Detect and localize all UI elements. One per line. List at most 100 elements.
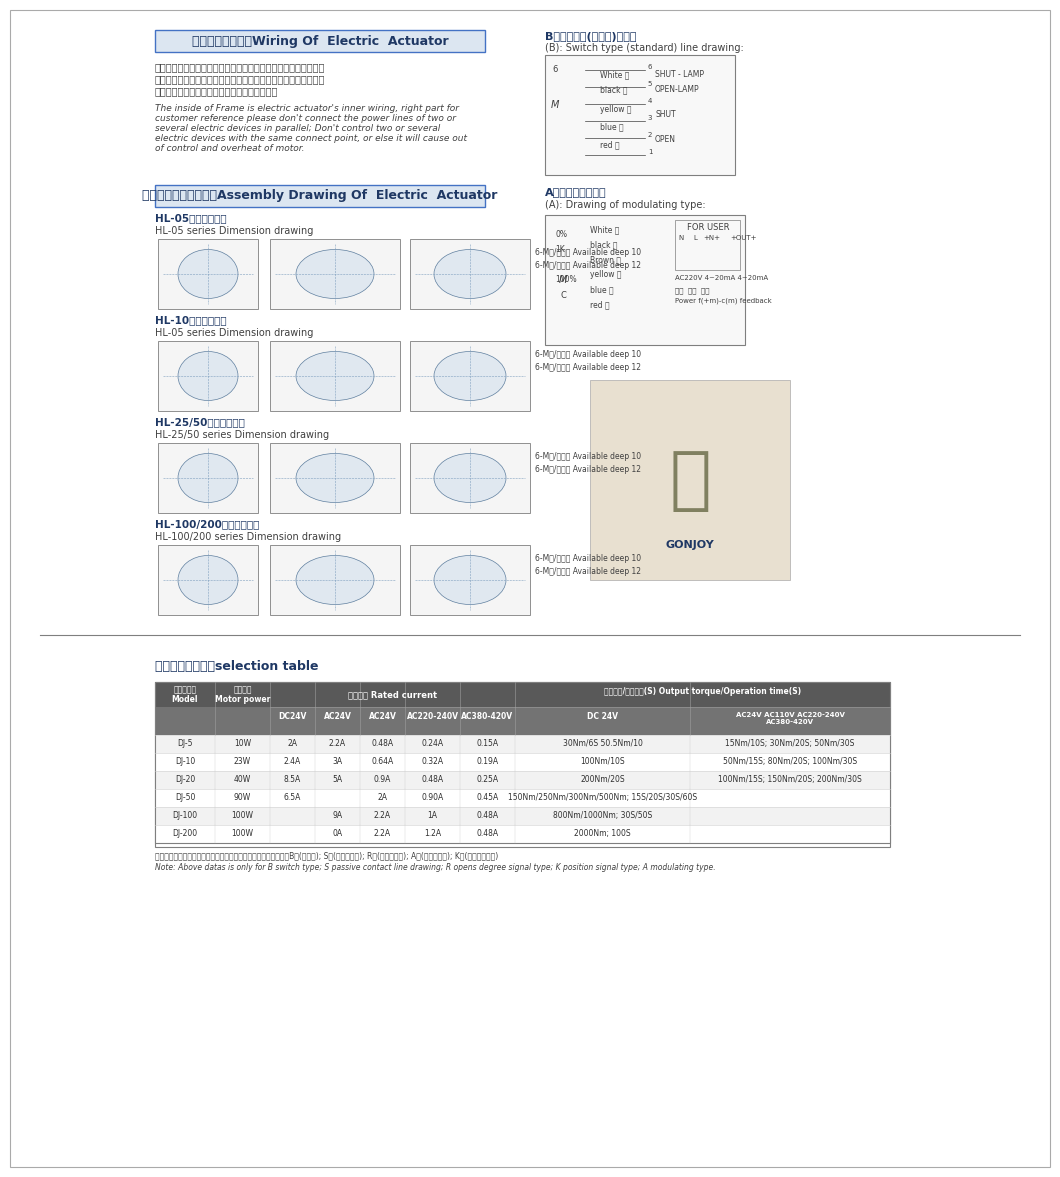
Text: GONJOY: GONJOY — [666, 540, 714, 550]
Bar — [155, 681, 890, 847]
Text: 0.48A: 0.48A — [371, 739, 393, 749]
Ellipse shape — [296, 250, 374, 299]
Text: Brown 棕: Brown 棕 — [590, 255, 621, 264]
Text: 3: 3 — [648, 115, 652, 121]
Text: 1: 1 — [648, 149, 652, 155]
Bar — [270, 341, 400, 411]
Ellipse shape — [296, 453, 374, 503]
Text: (A): Drawing of modulating type:: (A): Drawing of modulating type: — [545, 200, 706, 210]
Text: The inside of Frame is electric actuator's inner wiring, right part for: The inside of Frame is electric actuator… — [155, 104, 459, 113]
Text: 2A: 2A — [377, 793, 388, 802]
Bar — [155, 771, 890, 789]
Text: 0.45A: 0.45A — [476, 793, 498, 802]
Text: 0.90A: 0.90A — [422, 793, 444, 802]
Text: A型：调节型线路图: A型：调节型线路图 — [545, 187, 606, 197]
Text: 30Nm/6S 50.5Nm/10: 30Nm/6S 50.5Nm/10 — [563, 739, 642, 749]
Text: 2.2A: 2.2A — [374, 811, 391, 820]
Text: 8.5A: 8.5A — [284, 774, 301, 784]
Text: L: L — [693, 235, 696, 241]
Text: 执行器型号
Model: 执行器型号 Model — [172, 685, 198, 704]
Text: 0.19A: 0.19A — [476, 757, 498, 766]
Text: red 红: red 红 — [600, 140, 620, 149]
Text: HL-25/50 series Dimension drawing: HL-25/50 series Dimension drawing — [155, 430, 329, 440]
Text: AC220V 4~20mA 4~20mA: AC220V 4~20mA 4~20mA — [675, 275, 768, 281]
Text: 6-M孔/埋插螺 Available deep 12: 6-M孔/埋插螺 Available deep 12 — [535, 261, 641, 270]
Text: 2.2A: 2.2A — [329, 739, 346, 749]
Bar — [155, 753, 890, 771]
Bar — [155, 825, 890, 843]
Ellipse shape — [178, 352, 238, 400]
Text: DJ-20: DJ-20 — [175, 774, 195, 784]
Text: AC380-420V: AC380-420V — [461, 712, 513, 722]
Text: 4: 4 — [648, 98, 652, 104]
Text: 6: 6 — [552, 65, 558, 74]
Text: Power f(+m)-c(m) feedback: Power f(+m)-c(m) feedback — [675, 297, 772, 304]
Bar — [155, 681, 890, 707]
Text: White 白: White 白 — [600, 69, 630, 79]
Text: red 红: red 红 — [590, 300, 610, 310]
Text: DJ-200: DJ-200 — [173, 829, 197, 838]
Bar — [155, 789, 890, 807]
Bar — [158, 545, 258, 616]
Text: 50Nm/15S; 80Nm/20S; 100Nm/30S: 50Nm/15S; 80Nm/20S; 100Nm/30S — [723, 757, 858, 766]
Text: 0.48A: 0.48A — [476, 811, 498, 820]
Text: HL-100/200系列外型尺寸: HL-100/200系列外型尺寸 — [155, 519, 260, 528]
Bar — [270, 545, 400, 616]
Bar — [155, 707, 890, 734]
Text: 0A: 0A — [333, 829, 342, 838]
Text: B型：开关型(标准型)线路图: B型：开关型(标准型)线路图 — [545, 32, 636, 42]
Text: 或数台电动装置，否则会造成失控和电机过热。: 或数台电动装置，否则会造成失控和电机过热。 — [155, 86, 279, 97]
Text: blue 蓝: blue 蓝 — [590, 285, 614, 294]
Ellipse shape — [434, 556, 506, 605]
Text: 15Nm/10S; 30Nm/20S; 50Nm/30S: 15Nm/10S; 30Nm/20S; 50Nm/30S — [725, 739, 854, 749]
Text: (B): Switch type (standard) line drawing:: (B): Switch type (standard) line drawing… — [545, 44, 744, 53]
Text: 23W: 23W — [234, 757, 251, 766]
Text: 2A: 2A — [287, 739, 298, 749]
Text: black 黑: black 黑 — [600, 85, 628, 94]
Text: 电机功率
Motor power: 电机功率 Motor power — [215, 685, 270, 704]
Ellipse shape — [434, 453, 506, 503]
Bar — [158, 443, 258, 513]
Bar — [410, 239, 530, 310]
Bar — [410, 341, 530, 411]
Text: 线框内为电动装置内部接线，右边部分仅供用户配线参考。不能将: 线框内为电动装置内部接线，右边部分仅供用户配线参考。不能将 — [155, 62, 325, 72]
Text: customer reference please don't connect the power lines of two or: customer reference please don't connect … — [155, 114, 456, 124]
Text: Note: Above datas is only for B switch type; S passive contact line drawing; R o: Note: Above datas is only for B switch t… — [155, 863, 716, 872]
Text: 6-M孔/埋插螺 Available deep 10: 6-M孔/埋插螺 Available deep 10 — [535, 554, 641, 563]
Text: +N+: +N+ — [703, 235, 720, 241]
Text: 3A: 3A — [333, 757, 342, 766]
Text: 9A: 9A — [333, 811, 342, 820]
Text: HL-05 series Dimension drawing: HL-05 series Dimension drawing — [155, 328, 314, 338]
Text: AC24V: AC24V — [369, 712, 396, 722]
Text: DJ-50: DJ-50 — [175, 793, 195, 802]
Text: AC24V AC110V AC220-240V
AC380-420V: AC24V AC110V AC220-240V AC380-420V — [736, 712, 845, 725]
Text: 🔧: 🔧 — [669, 446, 711, 513]
Text: 6: 6 — [648, 64, 652, 69]
Bar — [158, 239, 258, 310]
Text: 5A: 5A — [333, 774, 342, 784]
Text: yellow 黄: yellow 黄 — [590, 270, 621, 279]
Text: C: C — [560, 291, 566, 299]
Text: 二台或数台电动装置的动力线并联；不能用同一接点上去控制二台: 二台或数台电动装置的动力线并联；不能用同一接点上去控制二台 — [155, 74, 325, 84]
Text: 0%: 0% — [555, 230, 567, 239]
Text: 电动执行器选型表selection table: 电动执行器选型表selection table — [155, 660, 318, 673]
Bar — [675, 220, 740, 270]
Text: 6-M孔/埋插螺 Available deep 12: 6-M孔/埋插螺 Available deep 12 — [535, 465, 641, 474]
Text: FOR USER: FOR USER — [687, 222, 729, 232]
Text: 1A: 1A — [427, 811, 438, 820]
Text: M: M — [559, 275, 567, 285]
Bar — [410, 545, 530, 616]
Text: DC24V: DC24V — [279, 712, 306, 722]
Text: 2.4A: 2.4A — [284, 757, 301, 766]
Text: several electric devices in parallel; Don't control two or several: several electric devices in parallel; Do… — [155, 124, 440, 133]
Text: 说明：以上参数、功率、额定电流、动作时间和扭矩适用于型号：B型(开关型); S型(无源触点型); R型(开度信号型); A型(标能调节型); K型(带位置信号型: 说明：以上参数、功率、额定电流、动作时间和扭矩适用于型号：B型(开关型); S型… — [155, 851, 498, 860]
Bar — [545, 215, 745, 345]
Bar — [155, 681, 890, 843]
Text: M: M — [551, 100, 560, 109]
Text: 0.24A: 0.24A — [422, 739, 443, 749]
Text: +OUT+: +OUT+ — [730, 235, 757, 241]
Text: OPEN: OPEN — [655, 135, 676, 144]
Text: White 白: White 白 — [590, 225, 619, 234]
Bar — [545, 55, 735, 175]
Text: AC24V: AC24V — [323, 712, 352, 722]
